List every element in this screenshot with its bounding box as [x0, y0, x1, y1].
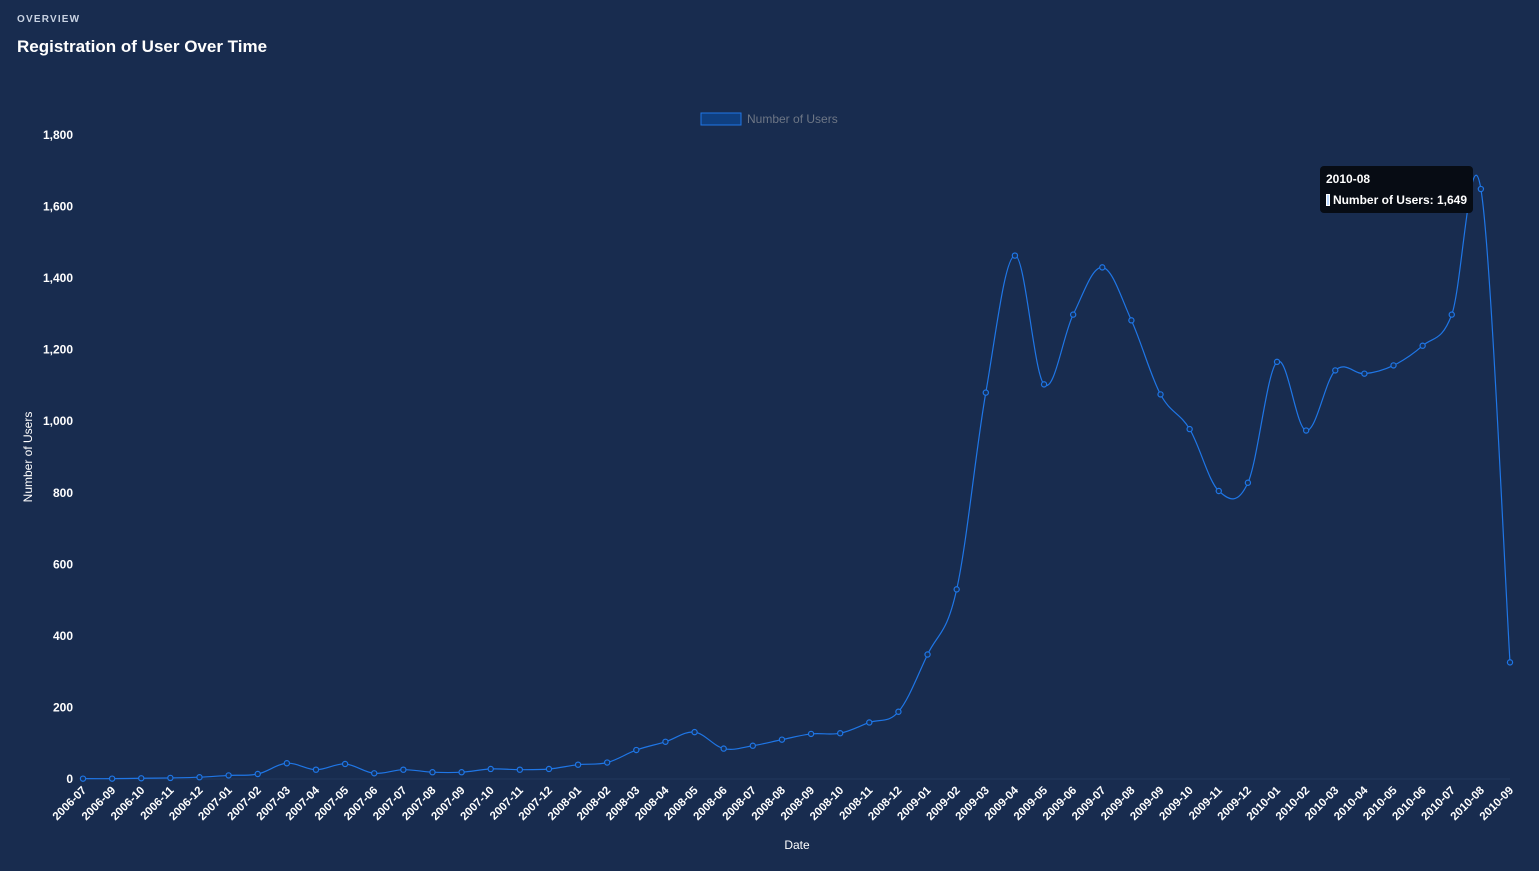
data-point[interactable]: [1448, 311, 1455, 318]
data-point[interactable]: [1215, 487, 1222, 495]
header: OVERVIEW Registration of User Over Time: [17, 14, 267, 57]
data-point[interactable]: [1069, 311, 1077, 318]
data-point[interactable]: [79, 775, 87, 782]
data-point[interactable]: [341, 760, 349, 768]
data-point[interactable]: [807, 730, 815, 738]
data-point[interactable]: [225, 772, 232, 779]
y-axis-title: Number of Users: [21, 412, 35, 503]
y-tick-label: 1,800: [43, 128, 73, 142]
data-point[interactable]: [254, 770, 261, 778]
data-point[interactable]: [953, 586, 960, 593]
data-point[interactable]: [283, 760, 291, 767]
tooltip-title: 2010-08: [1326, 172, 1371, 186]
data-point[interactable]: [196, 774, 203, 781]
x-axis-title: Date: [784, 838, 810, 852]
legend-label: Number of Users: [747, 112, 838, 126]
y-tick-label: 800: [53, 486, 73, 500]
tooltip-label: Number of Users: 1,649: [1332, 193, 1467, 207]
data-point[interactable]: [1273, 358, 1281, 366]
data-point[interactable]: [429, 769, 436, 776]
y-tick-label: 400: [53, 629, 73, 643]
legend-swatch: [700, 112, 742, 126]
data-point[interactable]: [371, 770, 378, 777]
overline: OVERVIEW: [17, 14, 81, 25]
data-point[interactable]: [720, 745, 727, 752]
data-point[interactable]: [1099, 264, 1106, 271]
data-point[interactable]: [1332, 367, 1339, 374]
data-point[interactable]: [662, 738, 669, 745]
y-tick-label: 200: [53, 700, 73, 714]
data-point[interactable]: [1390, 362, 1397, 369]
x-axis: 2006-072006-092006-102006-112006-122007-…: [51, 784, 1516, 823]
data-point[interactable]: [1011, 252, 1019, 259]
data-point[interactable]: [1419, 342, 1426, 349]
data-point[interactable]: [633, 746, 640, 754]
legend[interactable]: Number of Users: [700, 112, 838, 126]
data-point[interactable]: [836, 730, 844, 737]
data-point[interactable]: [749, 742, 757, 749]
data-point[interactable]: [866, 719, 873, 726]
data-point[interactable]: [1040, 381, 1048, 388]
data-point[interactable]: [574, 761, 582, 768]
data-point[interactable]: [545, 765, 553, 773]
data-point[interactable]: [108, 775, 116, 782]
page-title: Registration of User Over Time: [17, 37, 268, 56]
y-tick-label: 1,000: [43, 414, 73, 428]
tooltip-body: Number of Users: 1,649: [1326, 193, 1467, 207]
data-point[interactable]: [1186, 425, 1193, 433]
data-point[interactable]: [400, 766, 407, 773]
data-point[interactable]: [982, 389, 989, 396]
y-tick-label: 1,200: [43, 343, 73, 357]
y-tick-label: 1,400: [43, 271, 73, 285]
data-point[interactable]: [778, 736, 786, 743]
data-point[interactable]: [1128, 317, 1135, 324]
data-point[interactable]: [1506, 659, 1514, 666]
data-point[interactable]: [487, 765, 494, 773]
y-axis: 0 200 400 600 800 1,000 1,200 1,400 1,600 1,800: [43, 128, 73, 786]
y-tick-label: 1,600: [43, 200, 73, 214]
data-point[interactable]: [924, 651, 931, 658]
y-tick-label: 600: [53, 557, 73, 571]
data-point[interactable]: [895, 708, 902, 715]
data-point[interactable]: [167, 774, 174, 782]
y-tick-label: 0: [66, 772, 73, 786]
data-point[interactable]: [1157, 391, 1164, 398]
data-point[interactable]: [1477, 185, 1485, 193]
data-point[interactable]: [516, 766, 524, 773]
data-points: [79, 185, 1514, 782]
data-point[interactable]: [1302, 427, 1310, 434]
data-point[interactable]: [458, 769, 465, 776]
data-point[interactable]: [1361, 370, 1368, 377]
data-point[interactable]: [691, 728, 698, 736]
tooltip-swatch: [1326, 194, 1330, 206]
series-line-number-of-users: [82, 175, 1511, 780]
data-point[interactable]: [312, 766, 320, 773]
data-point[interactable]: [1244, 479, 1252, 486]
data-point[interactable]: [138, 775, 145, 782]
tooltip: 2010-08 Number of Users: 1,649: [1320, 166, 1473, 213]
data-point[interactable]: [604, 759, 611, 766]
